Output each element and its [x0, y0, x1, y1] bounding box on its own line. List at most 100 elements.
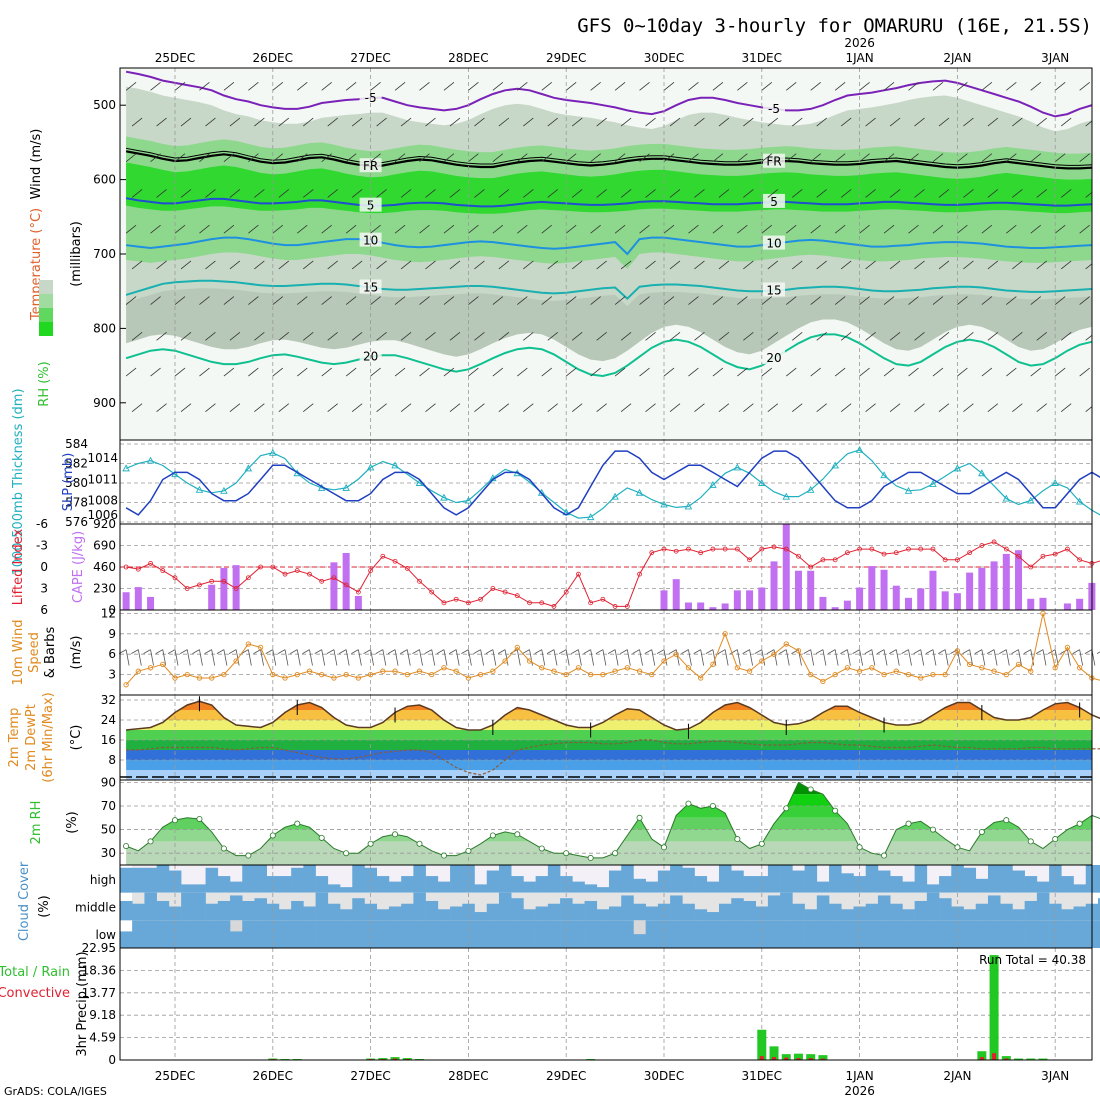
- wind-barb: [1006, 82, 1017, 91]
- wind-barb: [278, 331, 290, 341]
- wind-barb: [297, 224, 308, 234]
- wind-barb: [571, 117, 583, 127]
- lifted-index-point: [710, 546, 716, 552]
- wind-barb: [889, 260, 901, 270]
- wind-barb: [370, 82, 381, 91]
- wind-barb: [565, 224, 577, 234]
- wind-barb: [889, 189, 901, 198]
- cape-tick-label: 690: [93, 539, 116, 553]
- thickness-marker: [366, 463, 375, 471]
- precip-total-bar: [793, 1053, 803, 1060]
- wind-barb: [468, 82, 479, 91]
- temp-side-label: (6hr Min/Max): [41, 692, 56, 782]
- wind-barb-tick: [815, 649, 824, 654]
- wind-barb: [400, 403, 412, 413]
- bottom-day-labels: 25DEC 26DEC 27DEC 28DEC 29DEC 30DEC 31DEC 1JAN 2…: [155, 1069, 1070, 1083]
- wind-speed-point: [1064, 644, 1071, 651]
- wind-barb-tick: [766, 649, 775, 654]
- cloud-cell-high: [486, 870, 500, 893]
- lifted-index-point: [783, 546, 789, 552]
- wind-barb: [278, 117, 290, 127]
- cloud-cell-low: [315, 920, 329, 948]
- wind-barb: [254, 331, 265, 341]
- cloud-cell-low: [572, 920, 585, 948]
- thickness-marker: [660, 500, 668, 508]
- cloud-cell-high: [902, 881, 915, 893]
- li-tick-label: -3: [36, 539, 48, 553]
- isotherm-5: [125, 197, 1092, 208]
- wind-barb: [834, 224, 846, 234]
- cape-bar: [819, 596, 827, 610]
- wind-barb: [908, 82, 919, 91]
- precip-total-bar: [1001, 1056, 1011, 1060]
- wind-barb: [297, 82, 308, 91]
- wind-tick-label: 6: [108, 647, 116, 661]
- wind-barb: [590, 82, 601, 91]
- bottom-day-label: 31DEC: [742, 1069, 782, 1083]
- cloud-cell-low: [168, 920, 182, 948]
- wind-barb-tick: [1011, 649, 1019, 654]
- lifted-index-point: [661, 546, 667, 552]
- wind-barbs: [125, 82, 1092, 413]
- isotherm-15: [125, 279, 1092, 300]
- wind-label: Wind (m/s): [29, 129, 44, 200]
- wind-speed-point: [600, 671, 606, 678]
- wind-speed-point: [123, 682, 129, 688]
- cloud-cell-high: [951, 865, 964, 893]
- wind-barb: [1018, 649, 1022, 666]
- wind-barb: [278, 189, 290, 198]
- wind-barb: [1042, 649, 1047, 666]
- wind-barb: [792, 331, 803, 341]
- wind-barb: [963, 331, 974, 341]
- wind-barb: [541, 153, 552, 163]
- isotherm-label: 20: [766, 351, 781, 365]
- wind-barb-tick: [131, 649, 139, 654]
- wind-barb: [908, 153, 919, 163]
- isotherm-label-bg: [763, 193, 786, 208]
- wind-speed-point: [918, 675, 924, 681]
- cape-bar: [794, 570, 802, 610]
- wind-barb: [474, 189, 485, 198]
- pressure-tick-label: 500: [93, 98, 116, 112]
- wind-speed-point: [673, 651, 679, 657]
- wind-speed-point: [1028, 668, 1034, 674]
- wind-barb: [816, 117, 827, 127]
- wind-barb: [1036, 117, 1047, 127]
- rh-point: [514, 831, 521, 838]
- bottom-day-label: 25DEC: [155, 1069, 195, 1083]
- lifted-index-point: [514, 593, 520, 599]
- wind-barb: [669, 403, 681, 413]
- wind-barb: [125, 649, 130, 666]
- thickness-marker: [1051, 479, 1059, 486]
- cloud-cell-middle: [1097, 898, 1100, 921]
- wind-speed-point: [710, 661, 716, 668]
- wind-barb: [645, 403, 656, 413]
- wind-barb-tick: [363, 649, 371, 654]
- wind-barb: [938, 189, 950, 198]
- cloud-cell-high: [865, 865, 879, 893]
- rh-point: [465, 847, 472, 854]
- lifted-index-point: [832, 557, 838, 563]
- wind-speed-point: [1040, 610, 1046, 617]
- cloud-cell-low: [340, 920, 353, 948]
- cloud-cell-high: [303, 865, 316, 893]
- wind-speed-point: [160, 661, 166, 668]
- cloud-cell-high: [119, 867, 133, 893]
- year-label-top: 2026: [844, 36, 875, 50]
- rh-legend-swatch: [39, 322, 53, 336]
- slp-tick-label: 1011: [87, 472, 118, 486]
- lifted-index-point: [258, 564, 263, 570]
- wind-barb: [419, 153, 430, 163]
- wind-barb: [571, 260, 583, 270]
- cape-bar: [892, 585, 900, 610]
- isotherm-label-bg: [763, 350, 786, 365]
- wind-barb: [223, 296, 235, 305]
- wind-barb: [987, 331, 999, 341]
- cloud-cell-high: [743, 876, 756, 893]
- wind-barb: [1060, 117, 1072, 127]
- thickness-marker: [929, 480, 937, 487]
- rh-point: [783, 805, 790, 812]
- wind-barb-tick: [754, 649, 762, 654]
- rh-point: [978, 828, 985, 835]
- cape-label: CAPE (J/kg): [71, 531, 86, 603]
